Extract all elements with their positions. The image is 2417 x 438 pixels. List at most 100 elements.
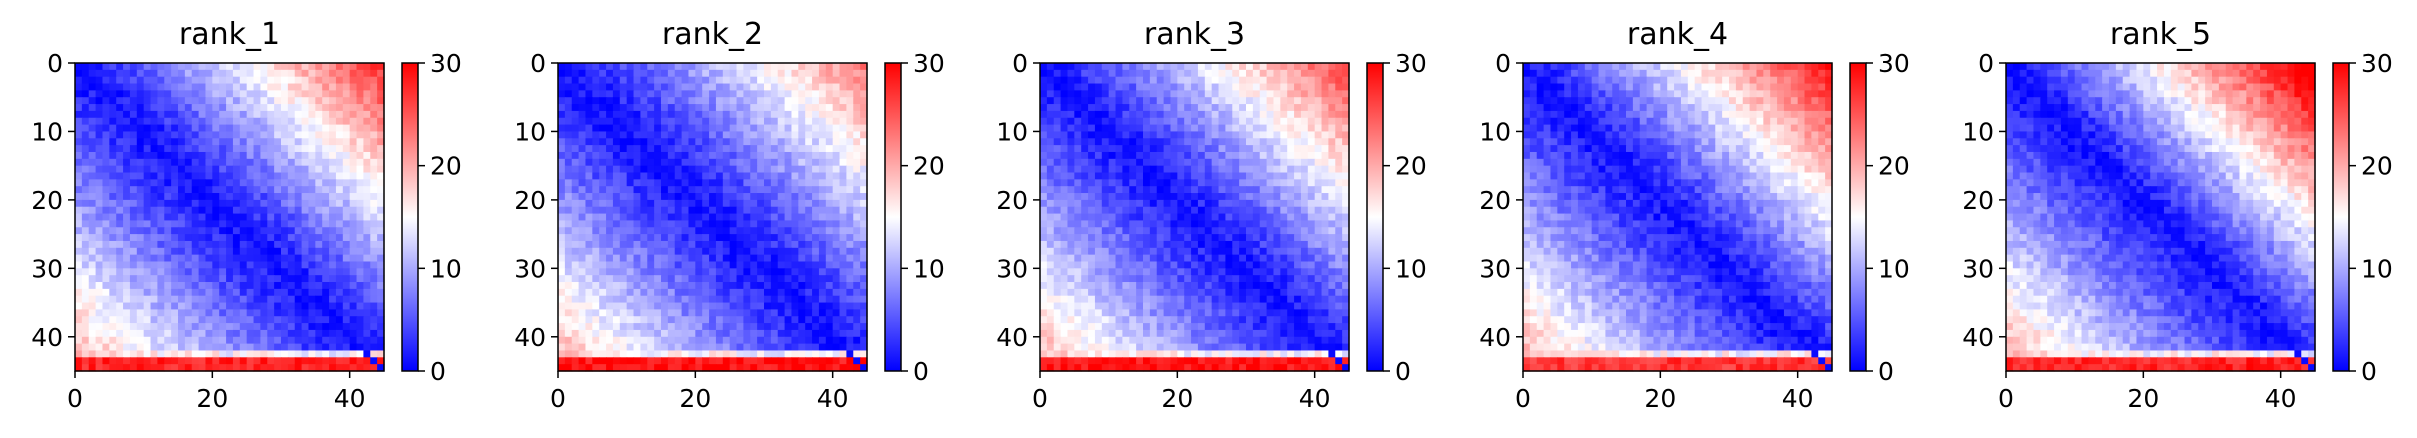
heatmap-cell xyxy=(729,124,738,133)
heatmap-cell xyxy=(232,316,241,324)
heatmap-cell xyxy=(674,247,683,256)
heatmap-cell xyxy=(1328,145,1336,153)
heatmap-cell xyxy=(846,329,854,338)
heatmap-cell xyxy=(770,288,779,297)
heatmap-cell xyxy=(1191,124,1199,133)
heatmap-cell xyxy=(1211,63,1220,71)
heatmap-cell xyxy=(281,117,289,126)
heatmap-cell xyxy=(1300,131,1309,139)
heatmap-cell xyxy=(335,268,344,276)
heatmap-cell xyxy=(109,186,117,194)
heatmap-cell xyxy=(1115,151,1123,160)
heatmap-cell xyxy=(832,336,841,345)
heatmap-cell xyxy=(136,329,145,338)
heatmap-cell xyxy=(722,131,731,139)
heatmap-cell xyxy=(1197,186,1206,194)
heatmap-cell xyxy=(239,117,248,126)
heatmap-cell xyxy=(260,104,268,112)
heatmap-cell xyxy=(150,343,158,352)
heatmap-cell xyxy=(342,158,351,167)
heatmap-cell xyxy=(184,206,193,215)
heatmap-cell xyxy=(75,117,83,126)
heatmap-cell xyxy=(150,227,158,235)
heatmap-cell xyxy=(812,165,820,174)
heatmap-cell xyxy=(150,199,158,208)
heatmap-cell xyxy=(702,316,710,324)
heatmap-cell xyxy=(1040,172,1048,180)
heatmap-cell xyxy=(784,316,793,324)
heatmap-cell xyxy=(791,131,799,139)
heatmap-cell xyxy=(198,151,207,160)
heatmap-cell xyxy=(626,213,635,222)
heatmap-cell xyxy=(1335,131,1343,139)
heatmap-cell xyxy=(647,124,655,133)
heatmap-cell xyxy=(1177,131,1185,139)
heatmap-cell xyxy=(301,261,310,269)
heatmap-cell xyxy=(1273,69,1281,78)
heatmap-cell xyxy=(178,131,186,139)
heatmap-cell xyxy=(157,90,165,98)
heatmap-cell xyxy=(1046,110,1055,119)
heatmap-cell xyxy=(377,240,385,249)
heatmap-cell xyxy=(564,193,573,201)
heatmap-cell xyxy=(667,309,676,317)
heatmap-cell xyxy=(349,90,358,98)
heatmap-cell xyxy=(1300,97,1309,105)
heatmap-cell xyxy=(95,261,104,269)
heatmap-cell xyxy=(654,97,662,105)
heatmap-cell xyxy=(688,350,696,358)
heatmap-cell xyxy=(267,309,275,317)
heatmap-cell xyxy=(226,179,234,187)
heatmap-cell xyxy=(578,234,587,242)
heatmap-cell xyxy=(157,104,165,112)
heatmap-cell xyxy=(301,76,310,85)
heatmap-cell xyxy=(1184,179,1192,187)
heatmap-cell xyxy=(1280,63,1288,71)
heatmap-cell xyxy=(1321,165,1329,174)
heatmap-cell xyxy=(95,117,104,126)
heatmap-cell xyxy=(640,131,648,139)
heatmap-cell xyxy=(729,131,738,139)
heatmap-cell xyxy=(681,138,690,146)
heatmap-cell xyxy=(322,76,330,85)
heatmap-cell xyxy=(1108,186,1117,194)
heatmap-cell xyxy=(1218,193,1226,201)
heatmap-cell xyxy=(232,63,241,71)
heatmap-cell xyxy=(564,275,573,283)
heatmap-cell xyxy=(805,240,813,249)
heatmap-cell xyxy=(212,288,220,297)
heatmap-cell xyxy=(1170,110,1178,119)
heatmap-cell xyxy=(812,124,820,133)
heatmap-cell xyxy=(171,275,179,283)
heatmap-cell xyxy=(1163,90,1172,98)
heatmap-cell xyxy=(349,151,358,160)
heatmap-cell xyxy=(1088,97,1096,105)
heatmap-cell xyxy=(1314,145,1323,153)
heatmap-cell xyxy=(184,138,193,146)
heatmap-cell xyxy=(667,158,676,167)
heatmap-cell xyxy=(171,199,179,208)
heatmap-cell xyxy=(143,343,152,352)
heatmap-cell xyxy=(267,193,275,201)
heatmap-cell xyxy=(308,117,316,126)
heatmap-cell xyxy=(599,268,607,276)
heatmap-cell xyxy=(558,172,566,180)
heatmap-cell xyxy=(578,145,587,153)
heatmap-cell xyxy=(661,131,669,139)
heatmap-cell xyxy=(770,336,779,345)
heatmap-cell xyxy=(640,199,648,208)
heatmap-cell xyxy=(335,90,344,98)
heatmap-cell xyxy=(1328,172,1336,180)
heatmap-cell xyxy=(75,158,83,167)
heatmap-cell xyxy=(342,288,351,297)
heatmap-cell xyxy=(667,288,676,297)
heatmap-cell xyxy=(109,131,117,139)
heatmap-cell xyxy=(184,172,193,180)
heatmap-cell xyxy=(832,213,841,222)
heatmap-cell xyxy=(1259,131,1268,139)
heatmap-cell xyxy=(109,329,117,338)
heatmap-cell xyxy=(647,295,655,304)
heatmap-cell xyxy=(606,336,614,345)
heatmap-cell xyxy=(123,76,131,85)
heatmap-cell xyxy=(1122,69,1130,78)
